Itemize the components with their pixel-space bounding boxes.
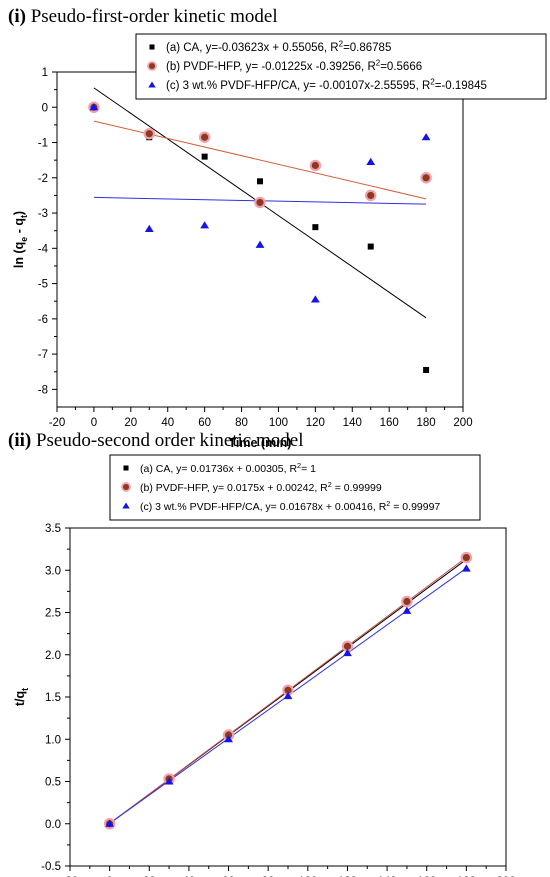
- p2-legend-marker-1: [123, 465, 129, 471]
- p1-y-tick-label: 0: [42, 102, 48, 114]
- p2-point-s3-4: [343, 648, 352, 657]
- p1-x-tick-label: 20: [124, 417, 137, 429]
- p1-x-tick-label: 160: [380, 417, 399, 429]
- p1-point-s1-2: [201, 153, 208, 160]
- p1-point-s3-1: [144, 224, 154, 232]
- p1-x-tick-label: 140: [343, 417, 362, 429]
- p1-points: [88, 101, 432, 373]
- p2-y-tick-label: 0.0: [45, 819, 61, 831]
- p2-y-tick-label: 3.0: [45, 565, 61, 577]
- p1-legend-label-1: (a) CA, y=-0.03623x + 0.55056, R2​=0.867…: [166, 39, 391, 54]
- p2-legend-label-2: (b) PVDF-HFP, y= 0.0175x + 0.00242, R2​ …: [140, 480, 382, 494]
- p1-y-tick-label: 1: [42, 67, 48, 79]
- p2-point-s3-1: [164, 777, 174, 785]
- p2-point-s3-6: [461, 564, 471, 572]
- p2-y-tick-label: 3.5: [45, 523, 61, 535]
- p2-point-s2-2: [224, 731, 233, 739]
- p1-point-s3-4: [310, 295, 320, 303]
- p1-y-tick-label: -4: [38, 243, 49, 255]
- p2-legend-marker-3: [122, 502, 130, 509]
- p1-x-tick-label: -20: [49, 417, 66, 429]
- p1-y-axis-label: ln (qe​ - qt​): [12, 211, 29, 268]
- p1-y-tick-label: -2: [38, 173, 48, 185]
- p1-legend: (a) CA, y=-0.03623x + 0.55056, R2​=0.867…: [135, 33, 547, 100]
- p1-y-tick-label: -5: [38, 279, 48, 291]
- p2-point-s2-6: [462, 553, 470, 562]
- p1-x-tick-label: 0: [91, 417, 97, 429]
- p1-x-tick-label: 80: [235, 417, 248, 429]
- p1-point-s2-6: [422, 174, 430, 182]
- p2-point-s2-4: [343, 642, 352, 650]
- p1-point-s3-0: [89, 103, 99, 111]
- p2-point-s3-5: [402, 606, 412, 614]
- p1-point-s3-6: [421, 133, 431, 141]
- p2-point-s2-3: [284, 686, 292, 694]
- p2-point-s3-0: [105, 819, 115, 827]
- p2-y-tick-label: -0.5: [41, 861, 61, 873]
- p1-x-tick-label: 200: [453, 417, 472, 429]
- p1-y-tick-label: -7: [38, 349, 48, 361]
- p2-y-tick-label: 0.5: [45, 777, 61, 789]
- p1-x-tick-label: 100: [269, 417, 288, 429]
- p2-y-axis-label: t/qt​: [13, 688, 30, 706]
- p1-legend-label-2: (b) PVDF-HFP, y= -0.01225x -0.39256, R2​…: [166, 58, 422, 73]
- p1-point-s1-6: [423, 366, 430, 373]
- panel-title-text-i: Pseudo-first-order kinetic model: [30, 6, 278, 27]
- p1-legend-marker-2: [148, 62, 156, 70]
- pseudo-first-order-chart: -20 0 20 40 60 80 100 120 140 160 180 200 1 0 -1 -2 -3 -4…: [12, 33, 547, 450]
- p1-point-s3-2: [200, 221, 210, 229]
- p1-legend-label-3: (c) 3 wt.% PVDF-HFP/CA, y= -0.00107x-2.5…: [166, 77, 487, 92]
- p2-y-tick-label: 1.5: [45, 692, 61, 704]
- p2-y-tick-label: 1.0: [45, 734, 61, 746]
- p1-y-tick-label: -6: [38, 314, 48, 326]
- p2-legend-marker-2: [122, 483, 130, 491]
- p1-x-tick-label: 120: [306, 417, 325, 429]
- panel-title-i: (i) Pseudo-first-order kinetic model: [8, 6, 278, 28]
- p1-point-s3-5: [366, 157, 376, 165]
- p2-legend-box: [109, 454, 481, 521]
- p1-legend-box: [135, 33, 547, 100]
- p1-legend-marker-3: [148, 81, 156, 88]
- p1-point-s1-5: [367, 243, 374, 250]
- p1-plot-frame: [56, 71, 464, 408]
- p1-legend-marker-1: [149, 44, 155, 50]
- p1-point-s2-1: [145, 130, 153, 138]
- p1-x-tick-label: 180: [416, 417, 435, 429]
- p2-y-tick-label: 2.0: [45, 650, 61, 662]
- p1-point-s3-3: [255, 240, 265, 248]
- p1-y-tick-label: -8: [38, 384, 48, 396]
- p1-point-s1-4: [312, 224, 319, 231]
- pseudo-second-order-chart: -200204060801001201401601802003.53.02.52…: [13, 454, 516, 877]
- panel-title-ii: (ii) Pseudo-second order kinetic model: [8, 430, 303, 452]
- p2-legend: (a) CA, y= 0.01736x + 0.00305, R2​= 1 (b)…: [109, 454, 481, 521]
- p1-point-s2-5: [367, 191, 375, 200]
- p1-x-tick-label: 60: [198, 417, 211, 429]
- p1-point-s2-4: [311, 161, 319, 170]
- p2-point-s2-5: [403, 597, 411, 606]
- p1-x-tick-label: 40: [161, 417, 174, 429]
- p2-y-tick-label: 2.5: [45, 608, 61, 620]
- p1-point-s2-3: [256, 198, 264, 207]
- panel-title-text-ii: Pseudo-second order kinetic model: [35, 430, 304, 451]
- p2-point-s3-3: [283, 692, 293, 700]
- panel-tag-i: (i): [8, 6, 26, 27]
- panel-tag-ii: (ii): [8, 430, 32, 451]
- p1-y-tick-label: -3: [38, 208, 48, 220]
- p1-point-s1-3: [257, 178, 263, 185]
- p2-legend-label-3: (c) 3 wt.% PVDF-HFP/CA, y= 0.01678x + 0.…: [140, 499, 440, 513]
- p2-point-s3-2: [224, 735, 233, 743]
- p1-point-s2-2: [201, 133, 209, 141]
- p1-x-axis-label: Time (min): [229, 436, 292, 450]
- p1-y-tick-label: -1: [38, 138, 48, 150]
- p2-legend-label-1: (a) CA, y= 0.01736x + 0.00305, R2​= 1: [140, 461, 316, 475]
- p2-points: [103, 551, 473, 830]
